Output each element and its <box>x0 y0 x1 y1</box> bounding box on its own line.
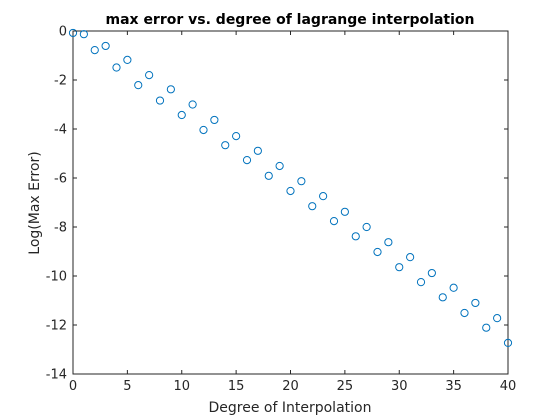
data-point <box>253 146 262 155</box>
y-tick-label: -6 <box>54 172 67 187</box>
data-point <box>471 298 480 308</box>
data-point <box>232 132 241 141</box>
data-point <box>297 177 306 186</box>
data-point <box>199 125 208 135</box>
data-point <box>329 217 339 226</box>
data-point <box>406 253 415 262</box>
chart-title: max error vs. degree of lagrange interpo… <box>106 12 475 28</box>
x-tick-label: 20 <box>282 379 299 394</box>
data-point <box>308 202 317 211</box>
data-point <box>351 232 360 241</box>
x-tick-label: 40 <box>500 379 517 394</box>
data-point <box>145 71 154 80</box>
data-point <box>449 283 458 292</box>
data-point <box>221 141 230 150</box>
data-point <box>68 28 78 38</box>
y-tick-label: 0 <box>59 25 67 40</box>
data-point <box>319 192 328 201</box>
data-markers <box>68 28 513 347</box>
data-point <box>275 161 284 171</box>
data-point <box>416 278 426 287</box>
data-point <box>340 207 349 216</box>
x-tick-label: 10 <box>173 379 190 394</box>
data-point <box>493 314 502 323</box>
y-tick-label: -8 <box>54 221 67 236</box>
data-point <box>155 96 165 105</box>
data-point <box>460 308 469 318</box>
x-tick-label: 15 <box>228 379 245 394</box>
data-point <box>242 156 252 165</box>
y-tick-label: -2 <box>54 74 67 89</box>
axes: 0 5 10 15 20 25 30 35 40 0 -2 -4 -6 -8 -10 -12 -14 <box>46 25 517 395</box>
data-point <box>395 263 404 272</box>
data-point <box>134 81 143 90</box>
x-tick-label: 0 <box>69 379 77 394</box>
data-point <box>503 338 513 347</box>
data-point <box>264 171 273 180</box>
data-point <box>101 41 110 51</box>
x-tick-label: 30 <box>391 379 408 394</box>
data-point <box>427 268 436 278</box>
data-point <box>123 55 132 65</box>
data-point <box>362 222 371 232</box>
data-point <box>373 247 382 257</box>
data-point <box>286 186 295 196</box>
data-point <box>384 238 393 247</box>
axes-box <box>72 30 509 375</box>
y-axis-label: Log(Max Error) <box>27 151 43 254</box>
y-tick-label: -12 <box>46 319 67 334</box>
data-point <box>90 46 99 55</box>
y-tick-label: -14 <box>46 368 67 383</box>
data-point <box>166 85 175 94</box>
x-axis-label: Degree of Interpolation <box>209 400 372 416</box>
data-point <box>482 323 491 332</box>
x-tick-label: 5 <box>123 379 131 394</box>
x-tick-label: 25 <box>337 379 354 394</box>
data-point <box>210 115 219 125</box>
data-point <box>188 100 197 109</box>
y-tick-label: -10 <box>46 270 67 285</box>
y-tick-label: -4 <box>54 123 67 138</box>
x-tick-label: 35 <box>445 379 462 394</box>
data-point <box>177 110 186 120</box>
data-point <box>112 63 121 72</box>
data-point <box>79 30 88 39</box>
data-point <box>438 293 447 302</box>
plot-area <box>72 30 509 375</box>
